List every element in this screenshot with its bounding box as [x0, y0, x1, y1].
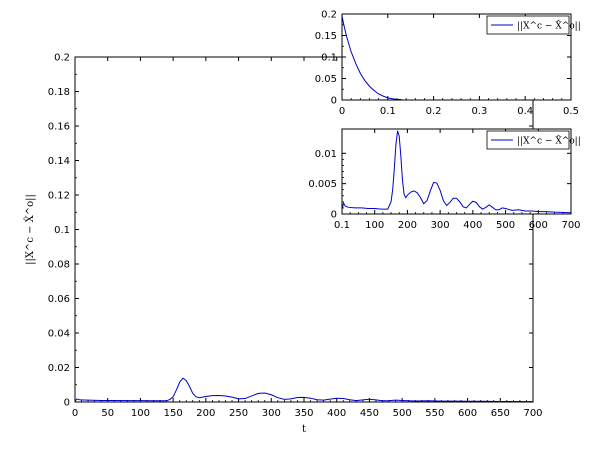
y-tick-label: 0.1: [54, 225, 70, 236]
x-tick-label: 400: [327, 408, 346, 419]
y-tick-label: 0.2: [321, 10, 337, 21]
y-tick-label: 0.04: [48, 329, 70, 340]
series-line: [341, 130, 572, 214]
x-tick-label: 50: [101, 408, 114, 419]
y-tick-label: 0.2: [54, 53, 70, 64]
x-tick-label: 300: [431, 220, 450, 231]
plot-area: [75, 57, 533, 402]
axes-frame: [74, 56, 534, 403]
x-tick-label: 250: [229, 408, 248, 419]
inset-chart-bottom: 0.1 100 200 300 400 500 600 700 0 0.005 0.01 ||X^c …: [308, 128, 581, 231]
series-line: [341, 16, 402, 101]
x-tick-label: 0.1: [334, 220, 350, 231]
x-tick-label: 0.2: [426, 106, 442, 117]
legend-box: [486, 15, 570, 35]
y-tick-label: 0.12: [48, 191, 70, 202]
y-tick-label: 0.01: [315, 149, 337, 160]
y-tick-label: 0: [331, 210, 337, 221]
y-tick-label: 0.16: [48, 122, 70, 133]
x-tick-label: 700: [561, 220, 580, 231]
x-tick-label: 400: [463, 220, 482, 231]
y-tick-label: 0.18: [48, 87, 70, 98]
x-tick-label: 0: [339, 106, 345, 117]
y-tick-label: 0: [331, 96, 337, 107]
y-tick-label: 0.14: [48, 156, 70, 167]
x-tick-label: 300: [262, 408, 281, 419]
x-tick-label: 200: [398, 220, 417, 231]
x-tick-label: 500: [496, 220, 515, 231]
legend-entry: ||X^c − X̂^o||: [517, 20, 581, 32]
x-tick-label: 500: [393, 408, 412, 419]
x-axis-label: t: [302, 424, 306, 435]
y-tick-label: 0: [64, 398, 70, 409]
axes-frame: [341, 128, 572, 215]
y-tick-label: 0.005: [308, 179, 337, 190]
x-tick-label: 350: [294, 408, 313, 419]
y-tick-label: 0.15: [315, 31, 337, 42]
x-tick-label: 0.1: [380, 106, 396, 117]
legend-box: [486, 130, 570, 150]
y-axis-label: ||X^c − X̂^o||: [24, 194, 36, 265]
x-tick-label: 100: [365, 220, 384, 231]
legend-entry: ||X^c − X̂^o||: [517, 135, 581, 147]
x-tick-label: 200: [196, 408, 215, 419]
x-tick-label: 100: [131, 408, 150, 419]
x-tick-label: 450: [360, 408, 379, 419]
series-line: [74, 377, 534, 403]
x-tick-label: 150: [164, 408, 183, 419]
y-tick-label: 0.05: [315, 74, 337, 85]
y-tick-label: 0.08: [48, 260, 70, 271]
x-tick-label: 0: [72, 408, 78, 419]
x-tick-label: 0.4: [517, 106, 533, 117]
axes-frame: [341, 13, 572, 101]
x-tick-label: 0.5: [563, 106, 579, 117]
x-tick-label: 600: [458, 408, 477, 419]
x-tick-label: 600: [529, 220, 548, 231]
main-chart: 0 50 100 150 200 250 300 350 400 450 500 550 600 650 7…: [24, 53, 542, 436]
y-tick-label: 0.02: [48, 363, 70, 374]
x-tick-label: 650: [491, 408, 510, 419]
x-tick-label: 550: [425, 408, 444, 419]
x-tick-label: 0.3: [471, 106, 487, 117]
y-tick-label: 0.06: [48, 294, 70, 305]
inset-chart-top: 0 0.1 0.2 0.3 0.4 0.5 0 0.05 0.1 0.15 0.2 ||X^c − X…: [315, 10, 581, 118]
x-tick-label: 700: [523, 408, 542, 419]
y-tick-label: 0.1: [321, 53, 337, 64]
